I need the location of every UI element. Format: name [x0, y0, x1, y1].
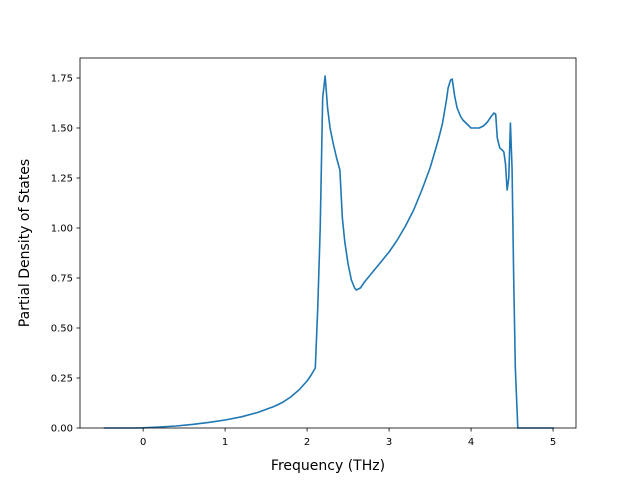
- y-tick-label: 0.75: [51, 274, 73, 285]
- y-tick-label: 1.50: [51, 124, 73, 135]
- y-tick-label: 0.50: [51, 324, 73, 335]
- series-line: [103, 75, 554, 429]
- axes-frame: [79, 57, 577, 429]
- y-tick-label: 1.25: [51, 174, 73, 185]
- x-axis-ticks: 0 1 2 3 4 5: [140, 428, 556, 448]
- y-tick-label: 1.00: [51, 224, 73, 235]
- x-axis-label: Frequency (THz): [271, 458, 385, 474]
- x-tick-label: 3: [386, 437, 392, 448]
- x-tick-label: 5: [550, 437, 556, 448]
- x-tick-label: 0: [140, 437, 146, 448]
- y-axis-ticks: 0.00 0.25 0.50 0.75 1.00 1.25 1.50 1.75: [51, 74, 80, 435]
- plot-area: [103, 75, 554, 429]
- x-tick-label: 4: [468, 437, 474, 448]
- y-tick-label: 0.25: [51, 374, 73, 385]
- x-tick-label: 2: [304, 437, 310, 448]
- y-axis-label: Partial Density of States: [17, 159, 33, 327]
- y-tick-label: 1.75: [51, 74, 73, 85]
- x-tick-label: 1: [222, 437, 228, 448]
- y-tick-label: 0.00: [51, 424, 73, 435]
